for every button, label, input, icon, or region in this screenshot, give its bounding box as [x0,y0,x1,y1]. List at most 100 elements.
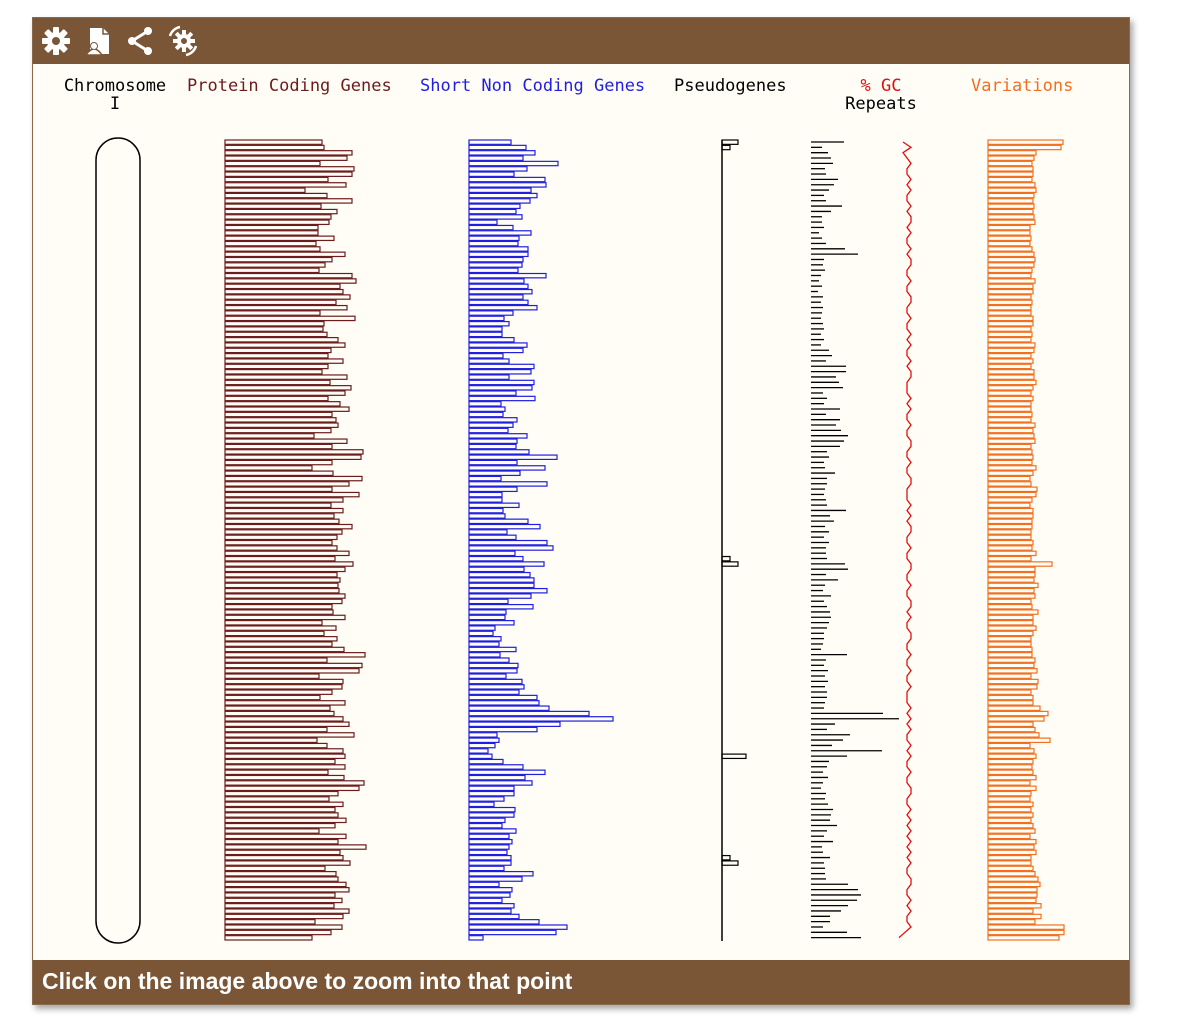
variations-bar [987,716,1045,722]
variations-bar [987,929,1065,936]
variations-bar [987,176,1033,183]
short-non-coding-bar [468,625,496,631]
short-non-coding-bar [468,219,498,226]
variations-bar [987,806,1032,813]
short-non-coding-bar [468,897,503,904]
short-non-coding-bar [468,577,535,583]
variations-bar [987,358,1034,364]
short-non-coding-bar [468,801,495,808]
protein-coding-bar [224,897,343,904]
short-non-coding-bar [468,379,535,386]
karyotype-chart[interactable]: Chromosome I Protein Coding Genes Short … [33,18,1129,960]
variations-bar [987,886,1038,893]
short-non-coding-bar [468,523,541,530]
pseudogene-bar [721,139,739,145]
short-non-coding-bar [468,833,510,840]
variations-bar [987,539,1034,546]
variations-bar [987,155,1035,161]
variations-bar [987,619,1034,626]
short-non-coding-bar [468,812,515,818]
variations-bar [987,742,1031,749]
protein-coding-bar [224,668,360,674]
variations-bar [987,876,1039,882]
protein-coding-bar [224,518,340,525]
variations-bar [987,256,1036,263]
variations-bar [987,171,1034,177]
variations-bar [987,609,1039,615]
short-non-coding-bar [468,790,515,797]
variations-bar [987,363,1032,370]
variations-bar [987,892,1038,898]
protein-coding-bar [224,630,325,637]
gear-icon[interactable] [39,24,73,58]
protein-coding-bar [224,892,336,898]
variations-bar [987,326,1032,332]
short-non-coding-bar [468,822,503,829]
reset-config-icon[interactable] [166,24,200,58]
share-icon[interactable] [123,24,157,58]
protein-coding-bar [224,470,334,477]
short-non-coding-bar [468,203,521,210]
protein-coding-bar [224,491,360,498]
variations-bar [987,641,1032,647]
variations-bar [987,625,1037,631]
protein-coding-bar [224,694,321,701]
short-non-coding-bar [468,529,508,535]
variations-bar [987,924,1065,930]
protein-coding-bar [224,230,319,236]
protein-coding-bar [224,401,341,407]
short-non-coding-bar [468,769,546,776]
protein-coding-bar [224,758,336,765]
short-non-coding-bar [468,716,614,722]
short-non-coding-bar [468,198,531,204]
short-non-coding-bar [468,518,529,525]
short-non-coding-bar [468,806,516,813]
variations-bar [987,710,1049,717]
short-non-coding-bar [468,481,548,487]
variations-bar [987,144,1062,151]
variations-bar [987,459,1033,466]
short-non-coding-bar [468,438,518,444]
variations-bar [987,865,1034,872]
variations-bar [987,657,1036,663]
protein-coding-bar [224,411,333,418]
short-non-coding-bar [468,886,513,893]
short-non-coding-bar [468,310,514,316]
short-non-coding-bar [468,278,525,284]
variations-bar [987,753,1037,760]
variations-bar [987,593,1036,599]
variations-track [987,139,1065,941]
short-non-coding-bar [468,513,506,519]
short-non-coding-bar [468,700,540,706]
export-document-icon[interactable] [81,24,115,58]
gc-label: % GC [861,76,902,96]
protein-coding-bar [224,790,339,797]
protein-coding-bar [224,315,356,322]
protein-coding-bar [224,475,363,482]
protein-coding-bar [224,844,367,850]
short-non-coding-bar [468,534,517,541]
short-non-coding-bar [468,668,518,674]
variations-bar [987,726,1036,733]
protein-coding-bar [224,433,315,439]
short-non-coding-bar [468,470,521,477]
short-non-coding-bar [468,385,533,391]
protein-coding-bar [224,652,366,658]
short-non-coding-bar [468,764,524,770]
chromosome-ideogram[interactable] [95,137,141,944]
protein-coding-bar [224,171,353,177]
short-non-coding-bar [468,358,510,364]
variations-bar [987,732,1040,738]
pseudogenes-track [721,139,747,941]
protein-coding-bar [224,705,331,711]
protein-coding-bar [224,539,333,546]
variations-bar [987,379,1037,386]
protein-coding-bar [224,486,333,493]
protein-coding-bar [224,379,331,386]
short-non-coding-bar [468,347,524,354]
short-non-coding-bar [468,550,516,557]
protein-coding-bar [224,571,338,578]
protein-coding-bar [224,443,333,450]
short-non-coding-bar [468,593,532,599]
variations-bar [987,315,1034,322]
